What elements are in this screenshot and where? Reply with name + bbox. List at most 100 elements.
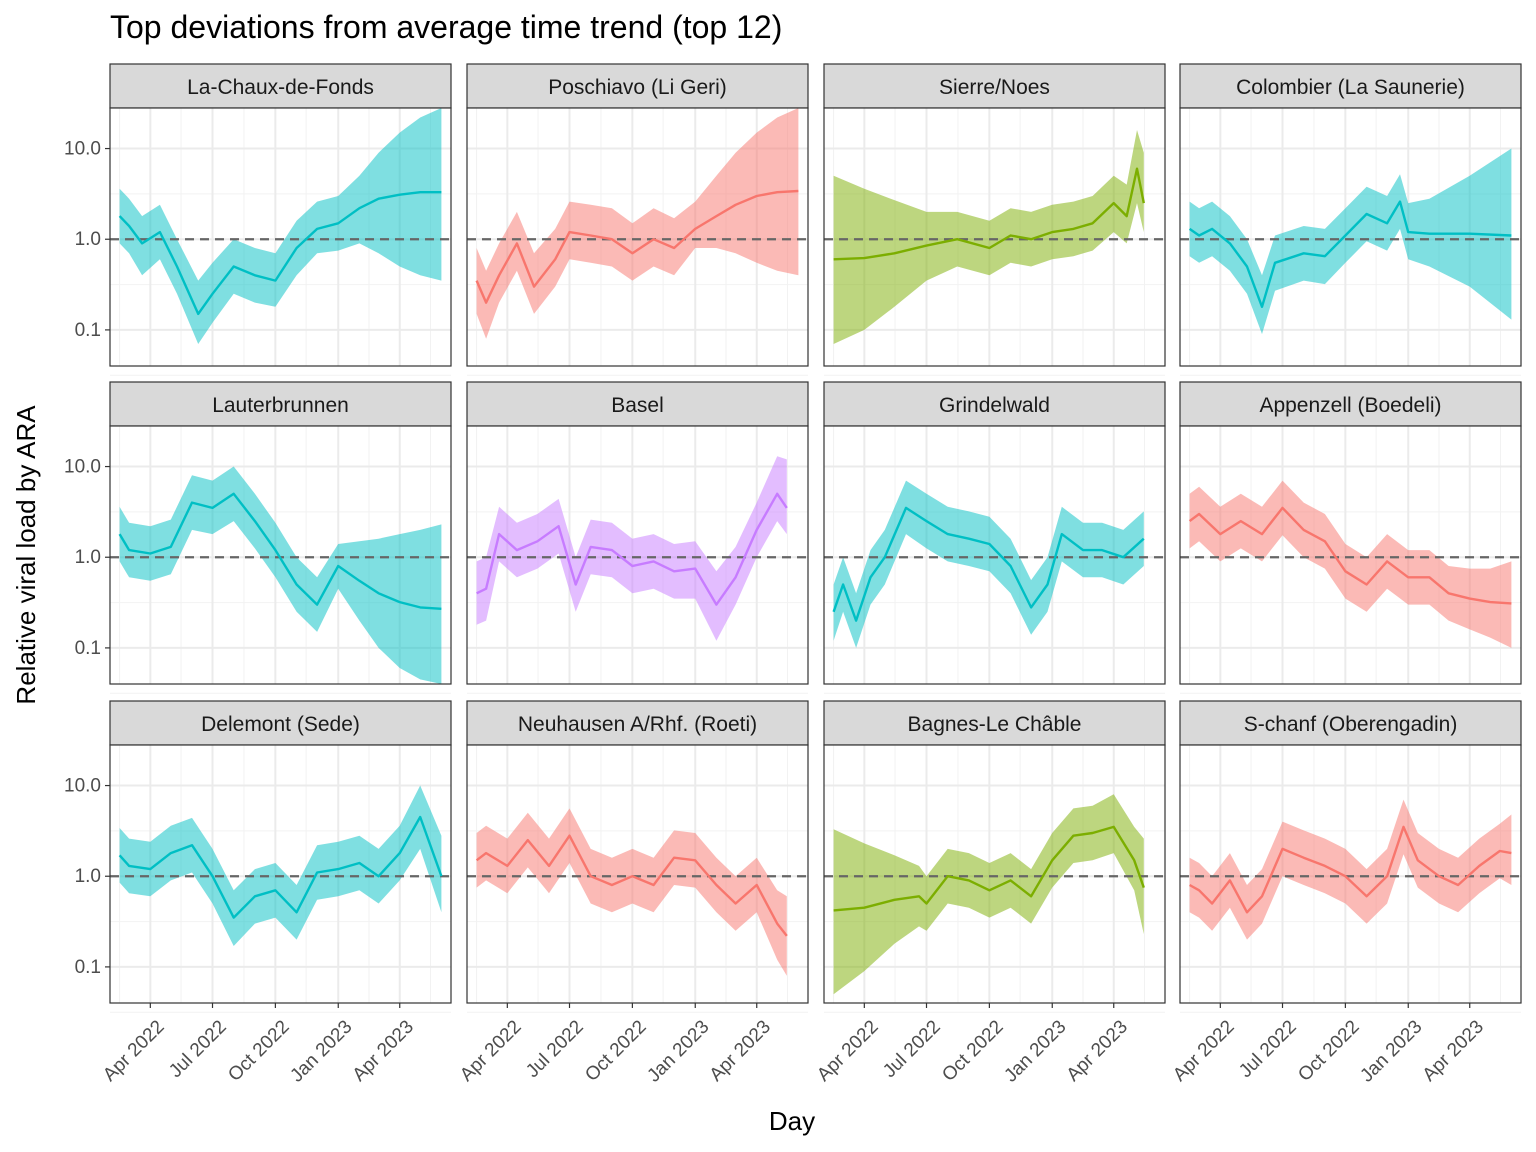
x-tick-label: Oct 2022: [1294, 1016, 1363, 1085]
facet-strip: [109, 700, 452, 746]
panel-border: [823, 425, 1166, 685]
confidence-ribbon: [1189, 799, 1512, 940]
series-line: [1189, 825, 1512, 914]
panel-border: [109, 425, 452, 685]
confidence-ribbon: [476, 108, 799, 339]
series-line: [832, 506, 1145, 622]
panel-border: [823, 744, 1166, 1004]
facet-strip-label: Bagnes-Le Châble: [908, 713, 1082, 736]
facet-strip-label: S-chanf (Oberengadin): [1244, 713, 1458, 736]
facet-panel: Colombier (La Saunerie): [1179, 63, 1522, 376]
confidence-ribbon: [119, 466, 442, 684]
facet-strip-label: Delemont (Sede): [201, 713, 360, 736]
y-tick-label: 0.1: [75, 638, 101, 659]
facet-panel: Sierre/Noes: [823, 63, 1166, 376]
panel-border: [466, 425, 809, 685]
y-tick-label: 10.0: [64, 457, 101, 478]
facet-panel: Poschiavo (Li Geri): [466, 63, 809, 376]
x-tick-label: Apr 2023: [1419, 1016, 1488, 1085]
facet-panels: La-Chaux-de-Fonds 0.1 1.0 10.0 Poschiavo (Li…: [64, 63, 1522, 1087]
series-line: [1188, 506, 1512, 605]
facet-strip: [823, 381, 1166, 427]
y-tick-label: 10.0: [64, 139, 101, 160]
y-tick-label: 1.0: [75, 866, 101, 887]
series-line: [475, 834, 788, 937]
facet-strip-label: Colombier (La Saunerie): [1236, 76, 1465, 99]
confidence-ribbon: [833, 130, 1144, 344]
x-tick-label: Jul 2022: [879, 1016, 945, 1082]
panel-border: [1179, 107, 1522, 367]
facet-strip: [1179, 63, 1522, 109]
series-line: [118, 492, 442, 610]
facet-strip-label: Basel: [611, 394, 664, 417]
facet-strip: [466, 700, 809, 746]
facet-strip: [823, 63, 1166, 109]
x-tick-label: Jul 2022: [1235, 1016, 1301, 1082]
series-line: [118, 815, 443, 919]
chart-title: Top deviations from average time trend (…: [110, 9, 782, 45]
x-tick-label: Jul 2022: [165, 1016, 231, 1082]
facet-strip: [466, 63, 809, 109]
facet-strip: [1179, 381, 1522, 427]
facet-strip: [109, 381, 452, 427]
facet-strip: [466, 381, 809, 427]
x-tick-label: Jan 2023: [1356, 1016, 1426, 1086]
facet-strip-label: Lauterbrunnen: [212, 394, 349, 417]
panel-border: [466, 744, 809, 1004]
x-tick-label: Apr 2023: [1063, 1016, 1132, 1085]
y-tick-label: 0.1: [75, 320, 101, 341]
panel-border: [823, 107, 1166, 367]
series-line: [833, 167, 1145, 261]
x-axis-title: Day: [769, 1106, 815, 1136]
x-tick-label: Oct 2022: [938, 1016, 1007, 1085]
confidence-ribbon: [1189, 148, 1512, 335]
x-tick-label: Apr 2022: [1169, 1016, 1238, 1085]
y-axis-title: Relative viral load by ARA: [11, 405, 41, 705]
y-tick-label: 1.0: [75, 229, 101, 250]
facet-panel: La-Chaux-de-Fonds 0.1 1.0 10.0: [64, 63, 452, 376]
x-tick-label: Jan 2023: [1000, 1016, 1070, 1086]
y-tick-label: 1.0: [75, 547, 101, 568]
panel-border: [109, 744, 452, 1004]
x-tick-label: Apr 2023: [349, 1016, 418, 1085]
confidence-ribbon: [119, 108, 442, 344]
facet-panel: Lauterbrunnen 0.1 1.0 10.0: [64, 381, 452, 694]
facet-strip-label: La-Chaux-de-Fonds: [187, 76, 374, 99]
facet-strip-label: Grindelwald: [939, 394, 1050, 417]
facet-strip-label: Poschiavo (Li Geri): [548, 76, 727, 99]
series-line: [118, 190, 442, 316]
x-tick-label: Apr 2022: [813, 1016, 882, 1085]
facet-strip: [109, 63, 452, 109]
facet-strip-label: Appenzell (Boedeli): [1259, 394, 1441, 417]
panel-border: [1179, 744, 1522, 1004]
x-tick-label: Apr 2022: [456, 1016, 525, 1085]
x-tick-label: Jan 2023: [286, 1016, 356, 1086]
facet-strip-label: Sierre/Noes: [939, 76, 1050, 99]
facet-strip-label: Neuhausen A/Rhf. (Roeti): [518, 713, 757, 736]
x-tick-label: Jan 2023: [643, 1016, 713, 1086]
facet-panel: Grindelwald: [823, 381, 1166, 694]
y-tick-label: 10.0: [64, 776, 101, 797]
panel-border: [1179, 425, 1522, 685]
facet-strip: [823, 700, 1166, 746]
x-tick-label: Apr 2023: [706, 1016, 775, 1085]
facet-panel: Appenzell (Boedeli): [1179, 381, 1522, 694]
x-tick-label: Oct 2022: [581, 1016, 650, 1085]
y-tick-label: 0.1: [75, 957, 101, 978]
series-line: [475, 189, 799, 304]
x-tick-label: Jul 2022: [522, 1016, 588, 1082]
series-line: [476, 492, 788, 606]
x-tick-label: Apr 2022: [99, 1016, 168, 1085]
facet-panel: Basel: [466, 381, 809, 694]
panel-border: [109, 107, 452, 367]
x-tick-label: Oct 2022: [224, 1016, 293, 1085]
facet-strip: [1179, 700, 1522, 746]
series-line: [833, 825, 1145, 912]
panel-border: [466, 107, 809, 367]
confidence-ribbon: [476, 808, 787, 976]
